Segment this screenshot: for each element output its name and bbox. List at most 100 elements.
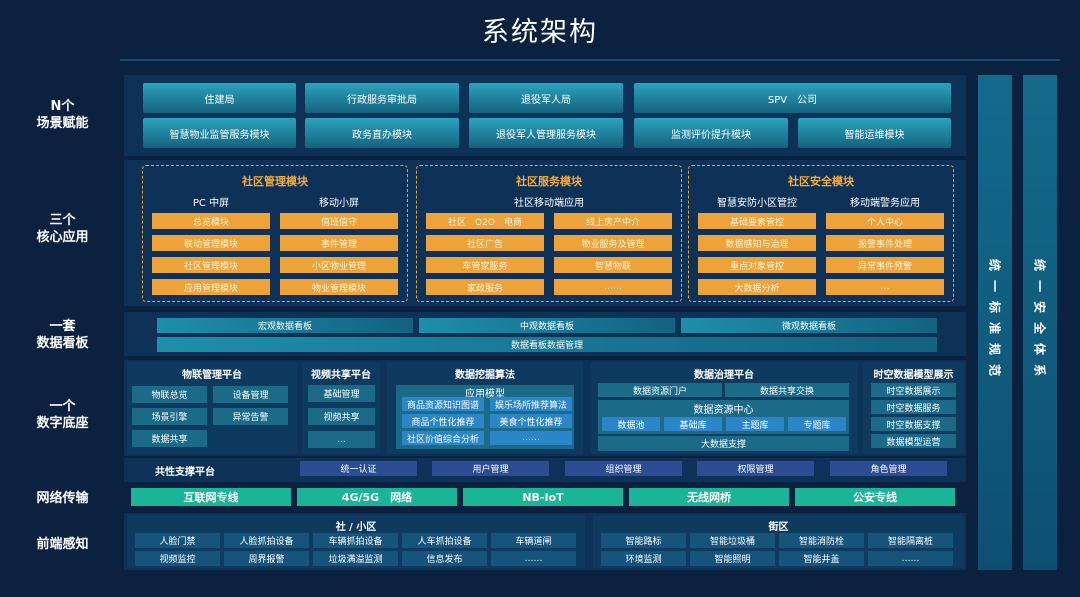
iot-item[interactable]: 数据共享 [132, 430, 207, 447]
video-item[interactable]: ... [308, 431, 375, 448]
module-item[interactable]: …… [554, 279, 672, 295]
module-item[interactable]: 家政服务 [426, 279, 544, 295]
scene-button[interactable]: 退役军人局 [469, 83, 623, 113]
module-item[interactable]: 智慧物联 [554, 257, 672, 273]
module-item[interactable]: 物业服务及管理 [554, 235, 672, 251]
module-item[interactable]: 基础要素管控 [698, 213, 816, 229]
module-item[interactable]: 物业管理模块 [280, 279, 398, 295]
common-item[interactable]: 用户管理 [432, 461, 549, 476]
street-item[interactable]: 智能井盖 [779, 551, 864, 566]
mining-item[interactable]: 商品资源知识图谱 [402, 397, 484, 411]
spatial-title: 时空数据模型展示 [873, 370, 954, 381]
community-item[interactable]: 车辆道闸 [491, 533, 576, 548]
governance-item[interactable]: 数据共享交换 [725, 383, 849, 397]
community-item[interactable]: 信息发布 [402, 551, 487, 566]
iot-item[interactable]: 场景引擎 [132, 408, 207, 425]
scene-button[interactable]: 行政服务审批局 [305, 83, 459, 113]
network-item[interactable]: 无线网桥 [629, 488, 789, 506]
scene-button[interactable]: SPV 公司 [634, 83, 951, 113]
module-item[interactable]: 社区 O2O 电商 [426, 213, 544, 229]
community-item[interactable]: 人脸抓拍设备 [224, 533, 309, 548]
scene-module-button[interactable]: 退役军人管理服务模块 [469, 118, 623, 148]
module-item[interactable]: 数据感知与治理 [698, 235, 816, 251]
dashboard-button[interactable]: 中观数据看板 [419, 318, 675, 333]
scene-button[interactable]: 住建局 [143, 83, 296, 113]
street-item[interactable]: 智能隔离桩 [868, 533, 953, 548]
scene-module-button[interactable]: 监测评价提升模块 [634, 118, 788, 148]
module-item[interactable]: 个人中心 [826, 213, 944, 229]
governance-lib[interactable]: 专题库 [788, 417, 846, 431]
mining-item[interactable]: 商品个性化推荐 [402, 414, 484, 428]
network-item[interactable]: 互联网专线 [131, 488, 291, 506]
community-item[interactable]: …… [491, 551, 576, 566]
module-box [416, 165, 682, 302]
community-item[interactable]: 人车抓拍设备 [402, 533, 487, 548]
dashboard-button[interactable]: 微观数据看板 [681, 318, 937, 333]
network-item[interactable]: 公安专线 [795, 488, 955, 506]
street-item[interactable]: 智能垃圾桶 [690, 533, 775, 548]
module-item[interactable]: 线上房产中介 [554, 213, 672, 229]
module-item[interactable]: 小区物业管理 [280, 257, 398, 273]
dashboard-button[interactable]: 宏观数据看板 [157, 318, 413, 333]
module-item[interactable]: 社区管理模块 [152, 257, 270, 273]
community-item[interactable]: 车辆抓拍设备 [313, 533, 398, 548]
module-item[interactable]: 应用管理模块 [152, 279, 270, 295]
module-item[interactable]: 社区广告 [426, 235, 544, 251]
scene-module-button[interactable]: 政务直办模块 [305, 118, 459, 148]
governance-lib[interactable]: 主题库 [726, 417, 784, 431]
iot-item[interactable]: 物联总览 [132, 386, 207, 403]
spatial-item[interactable]: 时空数据服务 [871, 400, 956, 414]
module-item[interactable]: 重点对象管控 [698, 257, 816, 273]
common-item[interactable]: 权限管理 [697, 461, 814, 476]
module-box [688, 165, 954, 302]
mining-item[interactable]: 美食个性化推荐 [490, 414, 572, 428]
scene-module-button[interactable]: 智能运维模块 [798, 118, 951, 148]
network-item[interactable]: NB-IoT [463, 488, 623, 506]
module-item[interactable]: 总览模块 [152, 213, 270, 229]
community-item[interactable]: 人脸门禁 [135, 533, 220, 548]
governance-lib[interactable]: 基础库 [664, 417, 722, 431]
video-item[interactable]: 视频共享 [308, 408, 375, 425]
module-item[interactable]: … [826, 279, 944, 295]
layer-label-line: 一个 [49, 399, 76, 414]
mining-item[interactable]: 娱乐场所推荐算法 [490, 397, 572, 411]
governance-lib[interactable]: 数据池 [602, 417, 660, 431]
mining-item[interactable]: …… [490, 431, 572, 445]
video-title: 视频共享平台 [311, 370, 371, 381]
video-item[interactable]: 基础管理 [308, 385, 375, 402]
iot-item[interactable]: 设备管理 [213, 386, 288, 403]
layer-label-network: 网络传输 [36, 491, 89, 506]
street-item[interactable]: 智能照明 [690, 551, 775, 566]
governance-item[interactable]: 数据资源门户 [598, 383, 722, 397]
street-item[interactable]: 智能路标 [601, 533, 686, 548]
module-item[interactable]: 报警事件处理 [826, 235, 944, 251]
community-item[interactable]: 垃圾满溢监测 [313, 551, 398, 566]
network-item[interactable]: 4G/5G 网络 [297, 488, 457, 506]
module-item[interactable]: 大数据分析 [698, 279, 816, 295]
iot-title: 物联管理平台 [182, 370, 242, 381]
module-title: 社区服务模块 [516, 175, 582, 188]
dashboard-data-management[interactable]: 数据看板数据管理 [157, 337, 937, 352]
governance-bottom[interactable]: 大数据支撑 [598, 436, 849, 451]
street-item[interactable]: 环境监测 [601, 551, 686, 566]
street-item[interactable]: …… [868, 551, 953, 566]
iot-item[interactable]: 异常告警 [213, 408, 288, 425]
module-item[interactable]: 车管家服务 [426, 257, 544, 273]
module-item[interactable]: 事件管理 [280, 235, 398, 251]
module-item[interactable]: 联动管理模块 [152, 235, 270, 251]
common-item[interactable]: 统一认证 [300, 461, 417, 476]
common-item[interactable]: 组织管理 [565, 461, 682, 476]
spatial-item[interactable]: 时空数据展示 [871, 383, 956, 397]
spatial-item[interactable]: 时空数据支撑 [871, 417, 956, 431]
spatial-item[interactable]: 数据模型运营 [871, 434, 956, 448]
mining-item[interactable]: 社区价值综合分析 [402, 431, 484, 445]
community-item[interactable]: 周界报警 [224, 551, 309, 566]
module-item[interactable]: 异常事件预警 [826, 257, 944, 273]
community-item[interactable]: 视频监控 [135, 551, 220, 566]
scene-module-button[interactable]: 智慧物业监管服务模块 [143, 118, 296, 148]
module-item[interactable]: 值班值守 [280, 213, 398, 229]
common-item[interactable]: 角色管理 [830, 461, 947, 476]
column-title: 移动小屏 [319, 198, 359, 209]
layer-label-base: 一个 数字底座 [0, 398, 125, 432]
street-item[interactable]: 智能消防栓 [779, 533, 864, 548]
